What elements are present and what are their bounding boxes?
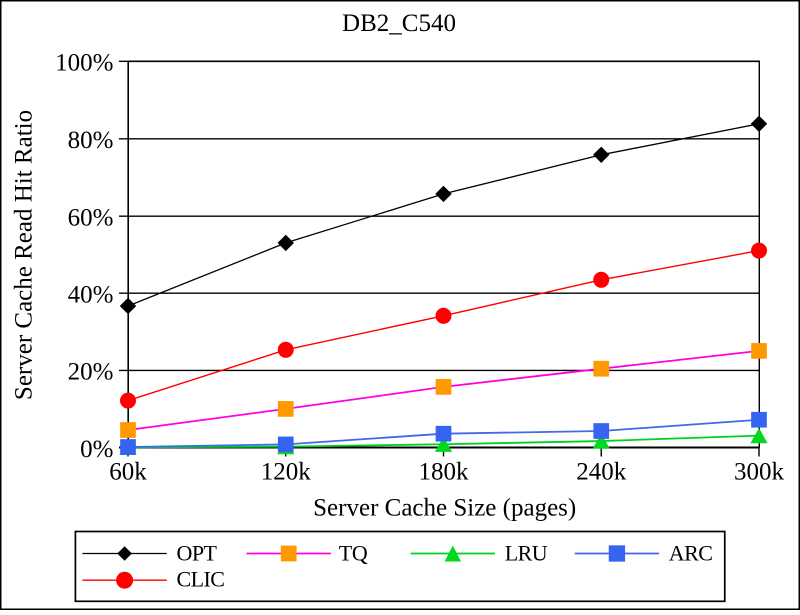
svg-text:OPT: OPT — [177, 540, 218, 565]
svg-text:TQ: TQ — [339, 540, 368, 565]
svg-text:60%: 60% — [68, 205, 114, 232]
svg-text:CLIC: CLIC — [177, 567, 225, 592]
svg-text:240k: 240k — [576, 459, 627, 486]
svg-text:Server Cache Read Hit Ratio: Server Cache Read Hit Ratio — [10, 110, 37, 400]
svg-text:40%: 40% — [68, 282, 114, 309]
svg-text:0%: 0% — [80, 436, 113, 463]
svg-text:Server Cache Size (pages): Server Cache Size (pages) — [313, 495, 576, 522]
svg-text:20%: 20% — [68, 359, 114, 386]
svg-text:180k: 180k — [419, 459, 470, 486]
svg-text:300k: 300k — [734, 459, 785, 486]
svg-text:LRU: LRU — [505, 540, 548, 565]
svg-text:120k: 120k — [261, 459, 312, 486]
svg-text:100%: 100% — [55, 50, 113, 77]
svg-text:60k: 60k — [109, 459, 147, 486]
svg-text:80%: 80% — [68, 127, 114, 154]
svg-text:DB2_C540: DB2_C540 — [342, 10, 456, 37]
svg-text:ARC: ARC — [669, 540, 713, 565]
